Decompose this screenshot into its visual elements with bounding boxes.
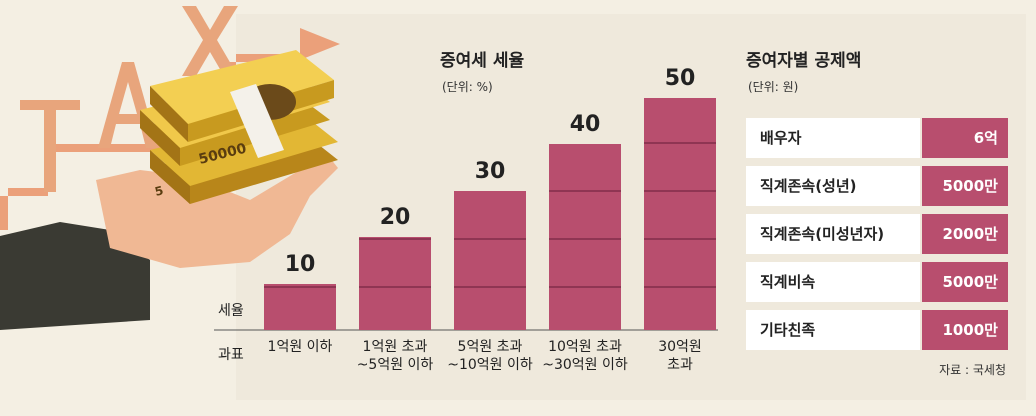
bar (644, 98, 716, 330)
data-label: 50 (664, 66, 696, 91)
category-label: 5억원 초과 ~10억원 이하 (435, 338, 545, 374)
chart-unit: (단위: %) (442, 80, 493, 94)
category-label-line: 초과 (667, 357, 693, 373)
bar (549, 144, 621, 330)
deduction-label: 직계존속(성년) (746, 166, 920, 206)
deduction-title: 증여자별 공제액 (746, 51, 862, 71)
banknote-side-text: 5 (153, 183, 164, 199)
bar-segment-line (549, 190, 621, 192)
deduction-value: 6억 (922, 118, 1008, 158)
deduction-unit: (단위: 원) (748, 80, 799, 94)
bar-segment-line (359, 238, 431, 240)
category-label: 10억원 초과 ~30억원 이하 (530, 338, 640, 374)
hand (96, 158, 338, 268)
bar (454, 191, 526, 330)
category-label-line: 1억원 이하 (267, 339, 333, 355)
category-label-line: ~5억원 이하 (356, 357, 434, 373)
y-axis-label: 세율 (218, 303, 244, 319)
category-label: 1억원 초과 ~5억원 이하 (340, 338, 450, 374)
bar-segment-line (454, 238, 526, 240)
suit-sleeve (0, 222, 150, 330)
data-label: 30 (474, 159, 506, 184)
table-row: 직계존속(성년) 5000만 (746, 166, 1008, 206)
deduction-value: 2000만 (922, 214, 1008, 254)
category-label-line: 1억원 초과 (362, 339, 428, 355)
deduction-label: 직계비속 (746, 262, 920, 302)
category-label-line: 30억원 (658, 339, 702, 355)
bar-segment-line (359, 286, 431, 288)
table-row: 직계존속(미성년자) 2000만 (746, 214, 1008, 254)
deduction-label: 기타친족 (746, 310, 920, 350)
bar-segment-line (454, 286, 526, 288)
chart-title: 증여세 세율 (440, 51, 525, 71)
staircase-arrow (0, 28, 340, 230)
table-row: 직계비속 5000만 (746, 262, 1008, 302)
bar-segment-line (644, 238, 716, 240)
data-label: 10 (284, 252, 316, 277)
deduction-label: 직계존속(미성년자) (746, 214, 920, 254)
bar-segment-line (549, 238, 621, 240)
table-row: 기타친족 1000만 (746, 310, 1008, 350)
bar (264, 284, 336, 330)
bar-segment-line (549, 286, 621, 288)
bar-segment-line (264, 286, 336, 288)
data-label: 20 (379, 205, 411, 230)
deduction-value: 1000만 (922, 310, 1008, 350)
bar-segment-line (644, 286, 716, 288)
category-label-line: ~10억원 이하 (447, 357, 533, 373)
x-axis-label: 과표 (218, 347, 244, 363)
table-row: 배우자 6억 (746, 118, 1008, 158)
deduction-value: 5000만 (922, 166, 1008, 206)
deduction-value: 5000만 (922, 262, 1008, 302)
deduction-label: 배우자 (746, 118, 920, 158)
bar-segment-line (644, 190, 716, 192)
category-label-line: 10억원 초과 (548, 339, 622, 355)
bar-segment-line (644, 142, 716, 144)
category-label-line: 5억원 초과 (457, 339, 523, 355)
banknote-stack (140, 50, 338, 204)
bar (359, 237, 431, 330)
source-note: 자료 : 국세청 (939, 363, 1006, 377)
data-label: 40 (569, 112, 601, 137)
category-label-line: ~30억원 이하 (542, 357, 628, 373)
category-label: 1억원 이하 (245, 338, 355, 356)
